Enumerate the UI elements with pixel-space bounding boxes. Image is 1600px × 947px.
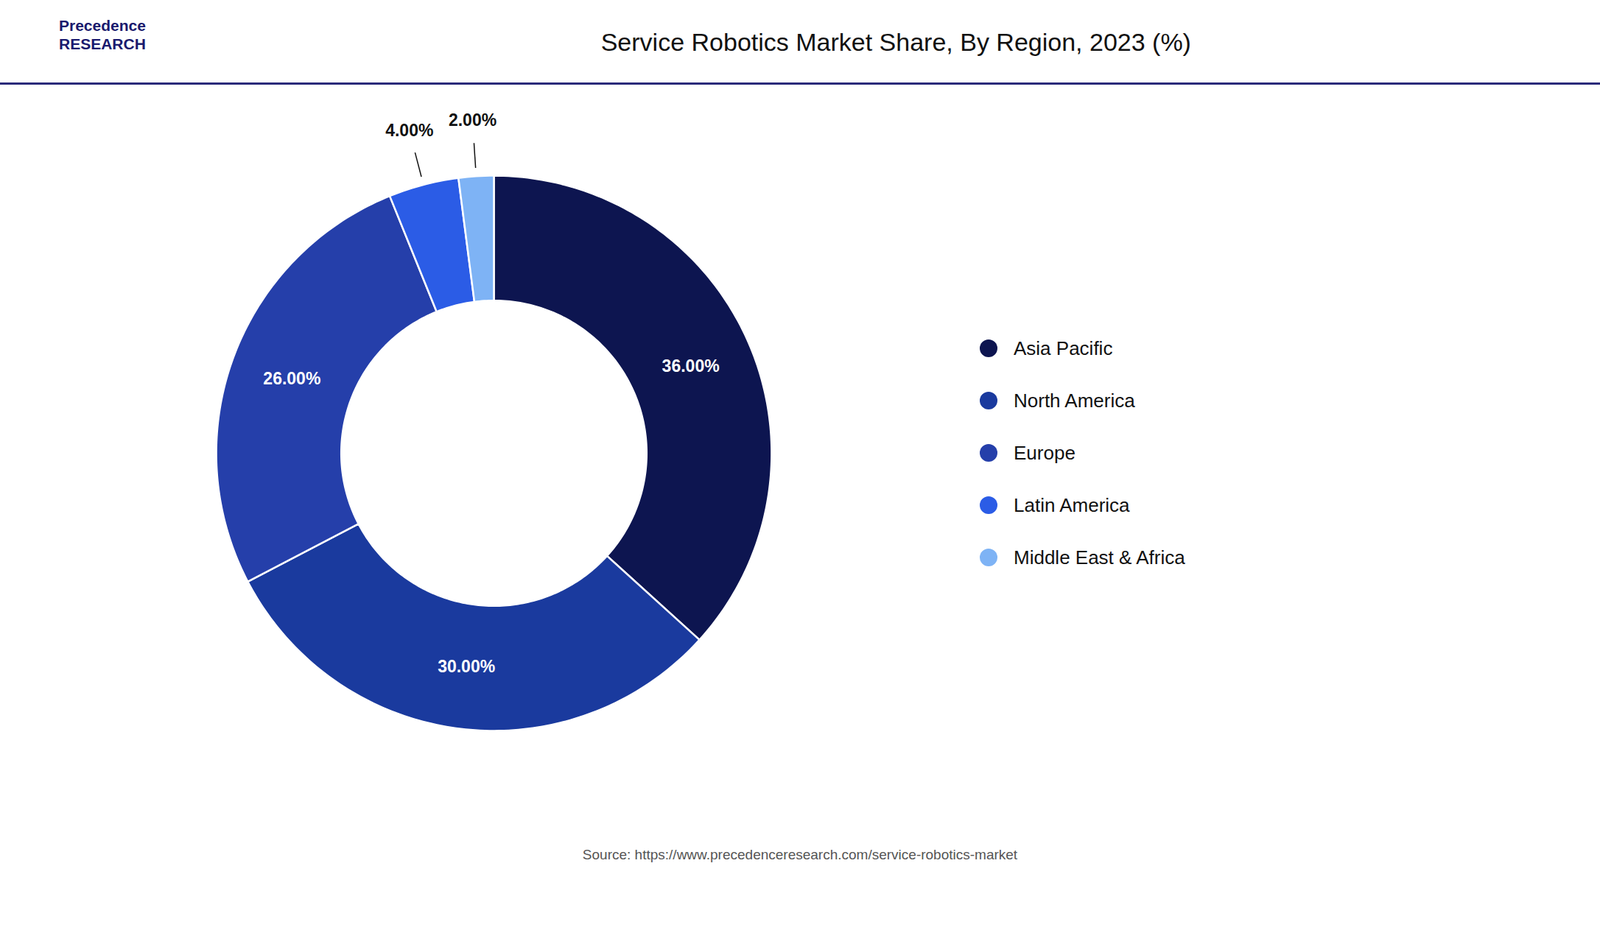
svg-text:4.00%: 4.00% bbox=[385, 120, 434, 140]
html-text:Precedence RESEARCH: Precedence RESEARCH bbox=[58, 16, 146, 53]
html-text:Asia Pacific: Asia Pacific bbox=[1013, 337, 1113, 360]
html-text:Latin America: Latin America bbox=[1013, 493, 1130, 517]
svg-text:26.00%: 26.00% bbox=[262, 369, 321, 389]
html-text:North America: North America bbox=[1013, 389, 1135, 412]
svg-text:2.00%: 2.00% bbox=[448, 110, 497, 130]
svg-text:30.00%: 30.00% bbox=[437, 657, 496, 677]
html-text:Source: https://www.precedence: Source: https://www.precedenceresearch.c… bbox=[582, 847, 1018, 863]
html-text:Europe: Europe bbox=[1013, 441, 1076, 464]
html-text:Middle East & Africa: Middle East & Africa bbox=[1013, 546, 1186, 569]
svg-text:36.00%: 36.00% bbox=[662, 356, 720, 376]
html-text:Service Robotics Market Share,: Service Robotics Market Share, By Region… bbox=[600, 27, 1192, 56]
